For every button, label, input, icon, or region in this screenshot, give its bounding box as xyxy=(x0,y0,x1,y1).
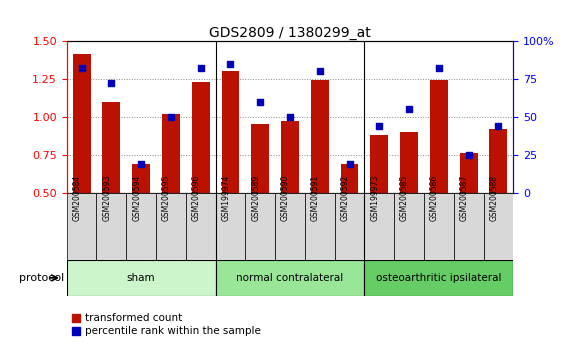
Point xyxy=(196,65,205,71)
Point xyxy=(107,80,116,86)
Bar xyxy=(400,132,418,193)
Bar xyxy=(394,193,424,260)
Bar xyxy=(335,193,364,260)
Bar xyxy=(132,164,150,193)
Bar xyxy=(156,193,186,260)
Bar xyxy=(364,260,513,296)
Bar xyxy=(67,260,216,296)
Text: GSM200589: GSM200589 xyxy=(251,175,260,222)
Bar xyxy=(72,55,90,193)
Text: GSM200595: GSM200595 xyxy=(162,175,171,222)
Point xyxy=(375,123,384,129)
Bar xyxy=(103,102,120,193)
Point xyxy=(285,114,295,120)
Text: GSM199974: GSM199974 xyxy=(222,175,230,222)
Bar xyxy=(216,193,245,260)
Point xyxy=(434,65,444,71)
Point xyxy=(494,123,503,129)
Bar xyxy=(67,193,96,260)
Bar xyxy=(222,71,240,193)
Point xyxy=(256,99,265,104)
Legend: transformed count, percentile rank within the sample: transformed count, percentile rank withi… xyxy=(72,313,262,336)
Bar xyxy=(460,153,477,193)
Text: GSM200585: GSM200585 xyxy=(400,175,409,222)
Bar xyxy=(311,80,329,193)
Bar xyxy=(490,129,508,193)
Bar xyxy=(364,193,394,260)
Text: GSM200596: GSM200596 xyxy=(191,175,201,222)
Bar xyxy=(162,114,180,193)
Text: GSM200593: GSM200593 xyxy=(102,175,111,222)
Text: protocol: protocol xyxy=(19,273,64,283)
Bar xyxy=(305,193,335,260)
Bar xyxy=(340,164,358,193)
Point xyxy=(345,161,354,167)
Text: GSM200587: GSM200587 xyxy=(459,175,469,222)
Text: osteoarthritic ipsilateral: osteoarthritic ipsilateral xyxy=(376,273,502,283)
Text: GSM200588: GSM200588 xyxy=(490,175,498,221)
Point xyxy=(136,161,146,167)
Point xyxy=(226,61,235,67)
Bar xyxy=(126,193,156,260)
Text: GSM200590: GSM200590 xyxy=(281,175,290,222)
Text: GSM200592: GSM200592 xyxy=(340,175,350,222)
Bar xyxy=(454,193,484,260)
Point xyxy=(404,106,414,112)
Text: normal contralateral: normal contralateral xyxy=(237,273,343,283)
Point xyxy=(77,65,86,71)
Point xyxy=(464,152,473,158)
Bar xyxy=(484,193,513,260)
Bar xyxy=(216,260,364,296)
Bar xyxy=(96,193,126,260)
Point xyxy=(315,68,324,74)
Bar xyxy=(186,193,216,260)
Bar xyxy=(430,80,448,193)
Bar xyxy=(245,193,275,260)
Title: GDS2809 / 1380299_at: GDS2809 / 1380299_at xyxy=(209,26,371,40)
Text: sham: sham xyxy=(127,273,155,283)
Text: GSM199973: GSM199973 xyxy=(370,175,379,222)
Bar xyxy=(281,121,299,193)
Bar xyxy=(251,124,269,193)
Text: GSM200584: GSM200584 xyxy=(72,175,82,222)
Text: GSM200586: GSM200586 xyxy=(430,175,439,222)
Bar xyxy=(192,82,209,193)
Bar xyxy=(424,193,454,260)
Bar xyxy=(275,193,305,260)
Point xyxy=(166,114,176,120)
Text: GSM200591: GSM200591 xyxy=(311,175,320,222)
Bar xyxy=(371,135,388,193)
Text: GSM200594: GSM200594 xyxy=(132,175,141,222)
